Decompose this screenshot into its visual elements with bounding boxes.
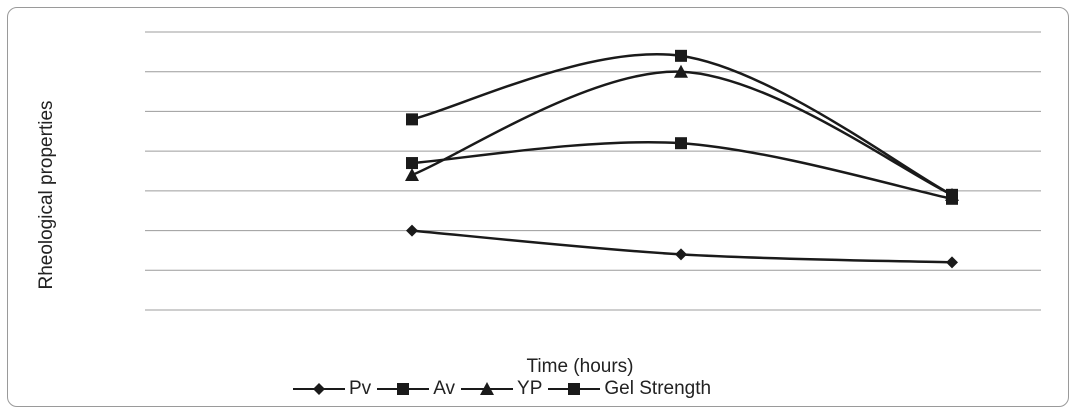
legend-item-pv: Pv <box>293 378 371 400</box>
triangle-marker-icon <box>461 382 514 395</box>
legend-label-yp: YP <box>517 378 543 399</box>
data-point-yp <box>405 167 419 181</box>
chart-frame <box>7 7 1069 407</box>
legend-item-yp: YP <box>461 378 542 400</box>
data-point-pv <box>946 256 958 269</box>
legend: Pv Av YP Gel Strength <box>293 376 717 402</box>
data-point-yp <box>674 64 688 78</box>
data-point-gel-strength <box>406 113 418 126</box>
diamond-marker-icon <box>293 383 345 395</box>
gridlines <box>145 31 1041 311</box>
data-point-av <box>675 137 687 150</box>
x-axis-label: Time (hours) <box>526 356 634 377</box>
series-layer <box>405 49 959 269</box>
data-point-pv <box>675 248 687 261</box>
data-point-gel-strength <box>675 49 687 62</box>
legend-label-pv: Pv <box>349 378 372 399</box>
data-point-gel-strength <box>946 188 958 201</box>
square-marker-icon <box>548 383 601 395</box>
legend-label-gel-strength: Gel Strength <box>604 378 712 399</box>
square-marker-icon <box>377 383 430 395</box>
legend-item-gel-strength: Gel Strength <box>548 378 711 400</box>
legend-label-av: Av <box>433 378 456 399</box>
data-point-pv <box>406 224 418 237</box>
data-point-av <box>406 157 418 170</box>
y-axis-label: Rheological properties <box>36 100 57 290</box>
legend-item-av: Av <box>377 378 455 400</box>
